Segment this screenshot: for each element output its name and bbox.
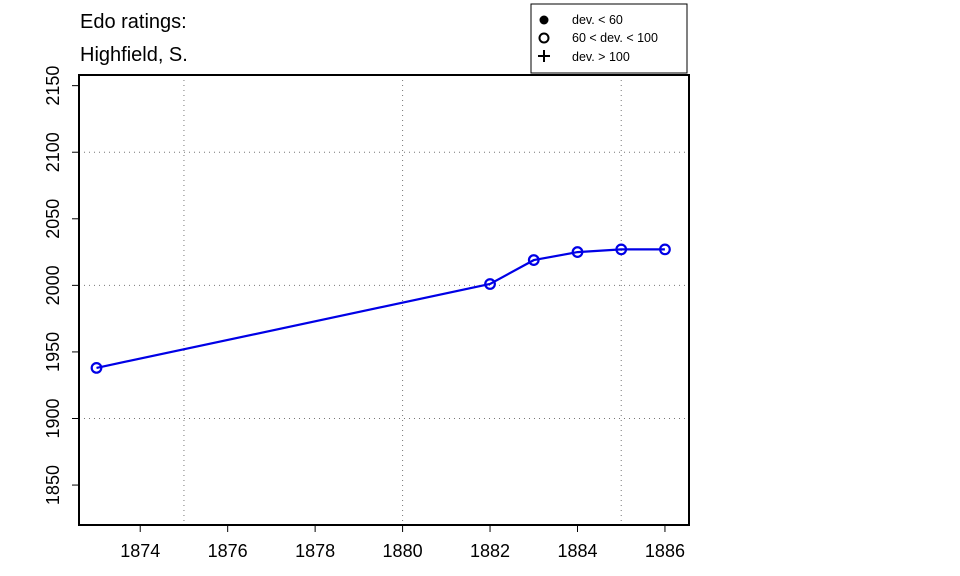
y-tick-label: 2150 — [43, 66, 63, 106]
open-circle-icon — [538, 32, 550, 44]
y-axis: 1850 1900 1950 2000 2050 2100 2150 — [43, 66, 79, 505]
grid — [79, 75, 689, 525]
plot-frame — [78, 74, 690, 526]
y-tick-label: 1850 — [43, 465, 63, 505]
y-tick-label: 2100 — [43, 132, 63, 172]
x-axis: 1874 1876 1878 1880 1882 1884 1886 — [120, 525, 685, 561]
data-point — [484, 278, 496, 290]
data-point — [90, 361, 103, 374]
legend-label-1: dev. < 60 — [572, 13, 623, 27]
legend-label-2: 60 < dev. < 100 — [572, 31, 658, 45]
legend: dev. < 60 60 < dev. < 100 dev. > 100 — [530, 3, 688, 74]
chart-title-line-2: Highfield, S. — [80, 44, 188, 66]
data-point — [571, 246, 584, 258]
x-tick-label: 1878 — [295, 541, 335, 561]
plus-icon — [538, 50, 550, 62]
chart-title-line-1: Edo ratings: — [80, 11, 187, 33]
x-tick-label: 1880 — [383, 541, 423, 561]
y-tick-label: 1900 — [43, 398, 63, 438]
x-tick-label: 1876 — [208, 541, 248, 561]
data-point — [659, 243, 671, 256]
x-tick-label: 1886 — [645, 541, 685, 561]
data-point — [527, 254, 540, 266]
data-point — [615, 243, 628, 256]
y-tick-label: 1950 — [43, 332, 63, 372]
series — [90, 243, 671, 374]
filled-circle-icon — [539, 15, 549, 25]
series-line — [96, 248, 665, 369]
x-tick-label: 1882 — [470, 541, 510, 561]
legend-label-3: dev. > 100 — [572, 50, 630, 64]
x-tick-label: 1874 — [120, 541, 160, 561]
y-tick-label: 2050 — [43, 199, 63, 239]
y-tick-label: 2000 — [43, 265, 63, 305]
x-tick-label: 1884 — [557, 541, 597, 561]
legend-box — [530, 3, 688, 74]
